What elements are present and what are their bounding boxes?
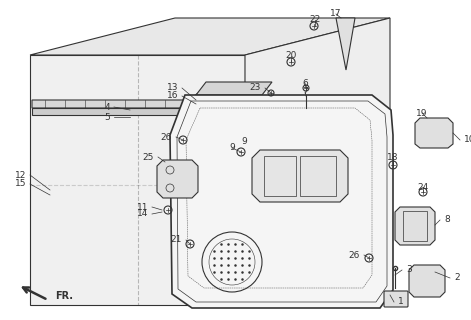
Text: 16: 16 (167, 92, 178, 100)
Polygon shape (336, 18, 355, 70)
Polygon shape (30, 55, 245, 305)
Polygon shape (157, 160, 198, 198)
Text: 7: 7 (302, 87, 308, 97)
Text: 2: 2 (454, 274, 460, 283)
Text: 14: 14 (137, 210, 148, 219)
Polygon shape (409, 265, 445, 297)
Text: 26: 26 (161, 132, 172, 141)
Text: 23: 23 (250, 84, 261, 92)
Text: 12: 12 (15, 171, 26, 180)
Text: 4: 4 (105, 102, 110, 111)
Polygon shape (32, 85, 210, 108)
Text: 22: 22 (309, 15, 321, 25)
Text: 21: 21 (171, 236, 182, 244)
Text: 13: 13 (167, 84, 178, 92)
Polygon shape (252, 150, 348, 202)
Text: 6: 6 (302, 78, 308, 87)
Text: 26: 26 (349, 251, 360, 260)
Polygon shape (245, 18, 390, 305)
Text: 8: 8 (444, 215, 450, 225)
Polygon shape (30, 18, 390, 55)
Text: 19: 19 (416, 108, 428, 117)
Polygon shape (395, 207, 435, 245)
Text: 10: 10 (464, 135, 471, 145)
Text: 1: 1 (398, 298, 404, 307)
Text: 20: 20 (285, 52, 297, 60)
Polygon shape (188, 95, 270, 143)
Text: 18: 18 (387, 154, 399, 163)
Text: 11: 11 (137, 203, 148, 212)
Polygon shape (170, 95, 393, 308)
Text: 5: 5 (104, 113, 110, 122)
Text: 3: 3 (406, 266, 412, 275)
Polygon shape (196, 82, 272, 95)
Polygon shape (415, 118, 453, 148)
Text: 17: 17 (330, 10, 342, 19)
Polygon shape (32, 108, 188, 115)
Text: 9: 9 (241, 137, 247, 146)
Text: 24: 24 (417, 182, 429, 191)
Text: 15: 15 (15, 180, 26, 188)
FancyBboxPatch shape (384, 291, 408, 307)
Text: FR.: FR. (55, 291, 73, 301)
Text: 25: 25 (143, 153, 154, 162)
Text: 9: 9 (229, 143, 235, 153)
